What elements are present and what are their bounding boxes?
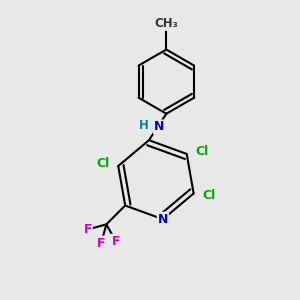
Text: N: N bbox=[154, 121, 164, 134]
Text: Cl: Cl bbox=[202, 189, 216, 202]
Text: Cl: Cl bbox=[196, 145, 209, 158]
Text: N: N bbox=[158, 213, 168, 226]
Text: F: F bbox=[97, 237, 106, 250]
Text: H: H bbox=[139, 119, 149, 132]
Text: F: F bbox=[112, 235, 120, 248]
Text: F: F bbox=[83, 223, 92, 236]
Text: CH₃: CH₃ bbox=[154, 17, 178, 30]
Text: Cl: Cl bbox=[96, 157, 110, 170]
